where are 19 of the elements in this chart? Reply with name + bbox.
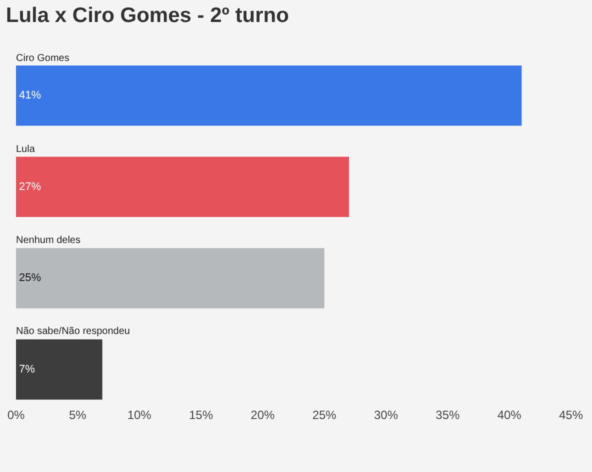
x-tick-label: 0%	[7, 408, 25, 422]
x-tick-label: 30%	[374, 408, 398, 422]
x-tick-label: 20%	[250, 408, 275, 422]
y-tick-label: Nenhum deles	[16, 235, 80, 246]
data-label: 41%	[19, 90, 42, 102]
y-tick-label: Ciro Gomes	[16, 53, 70, 64]
x-tick-label: 45%	[558, 408, 584, 422]
x-tick-label: 40%	[497, 408, 522, 422]
data-label: 27%	[19, 180, 42, 193]
x-tick-label: 10%	[127, 408, 152, 422]
data-label: 7%	[19, 363, 36, 376]
y-tick-label: Lula	[16, 144, 36, 155]
chart-title: Lula x Ciro Gomes - 2º turno	[6, 4, 289, 27]
x-tick-label: 25%	[312, 408, 337, 422]
x-tick-label: 35%	[436, 408, 460, 422]
x-tick-label: 5%	[69, 408, 87, 422]
x-tick-label: 15%	[188, 408, 214, 422]
y-tick-label: Não sabe/Não respondeu	[16, 326, 130, 337]
data-label: 25%	[19, 272, 42, 284]
